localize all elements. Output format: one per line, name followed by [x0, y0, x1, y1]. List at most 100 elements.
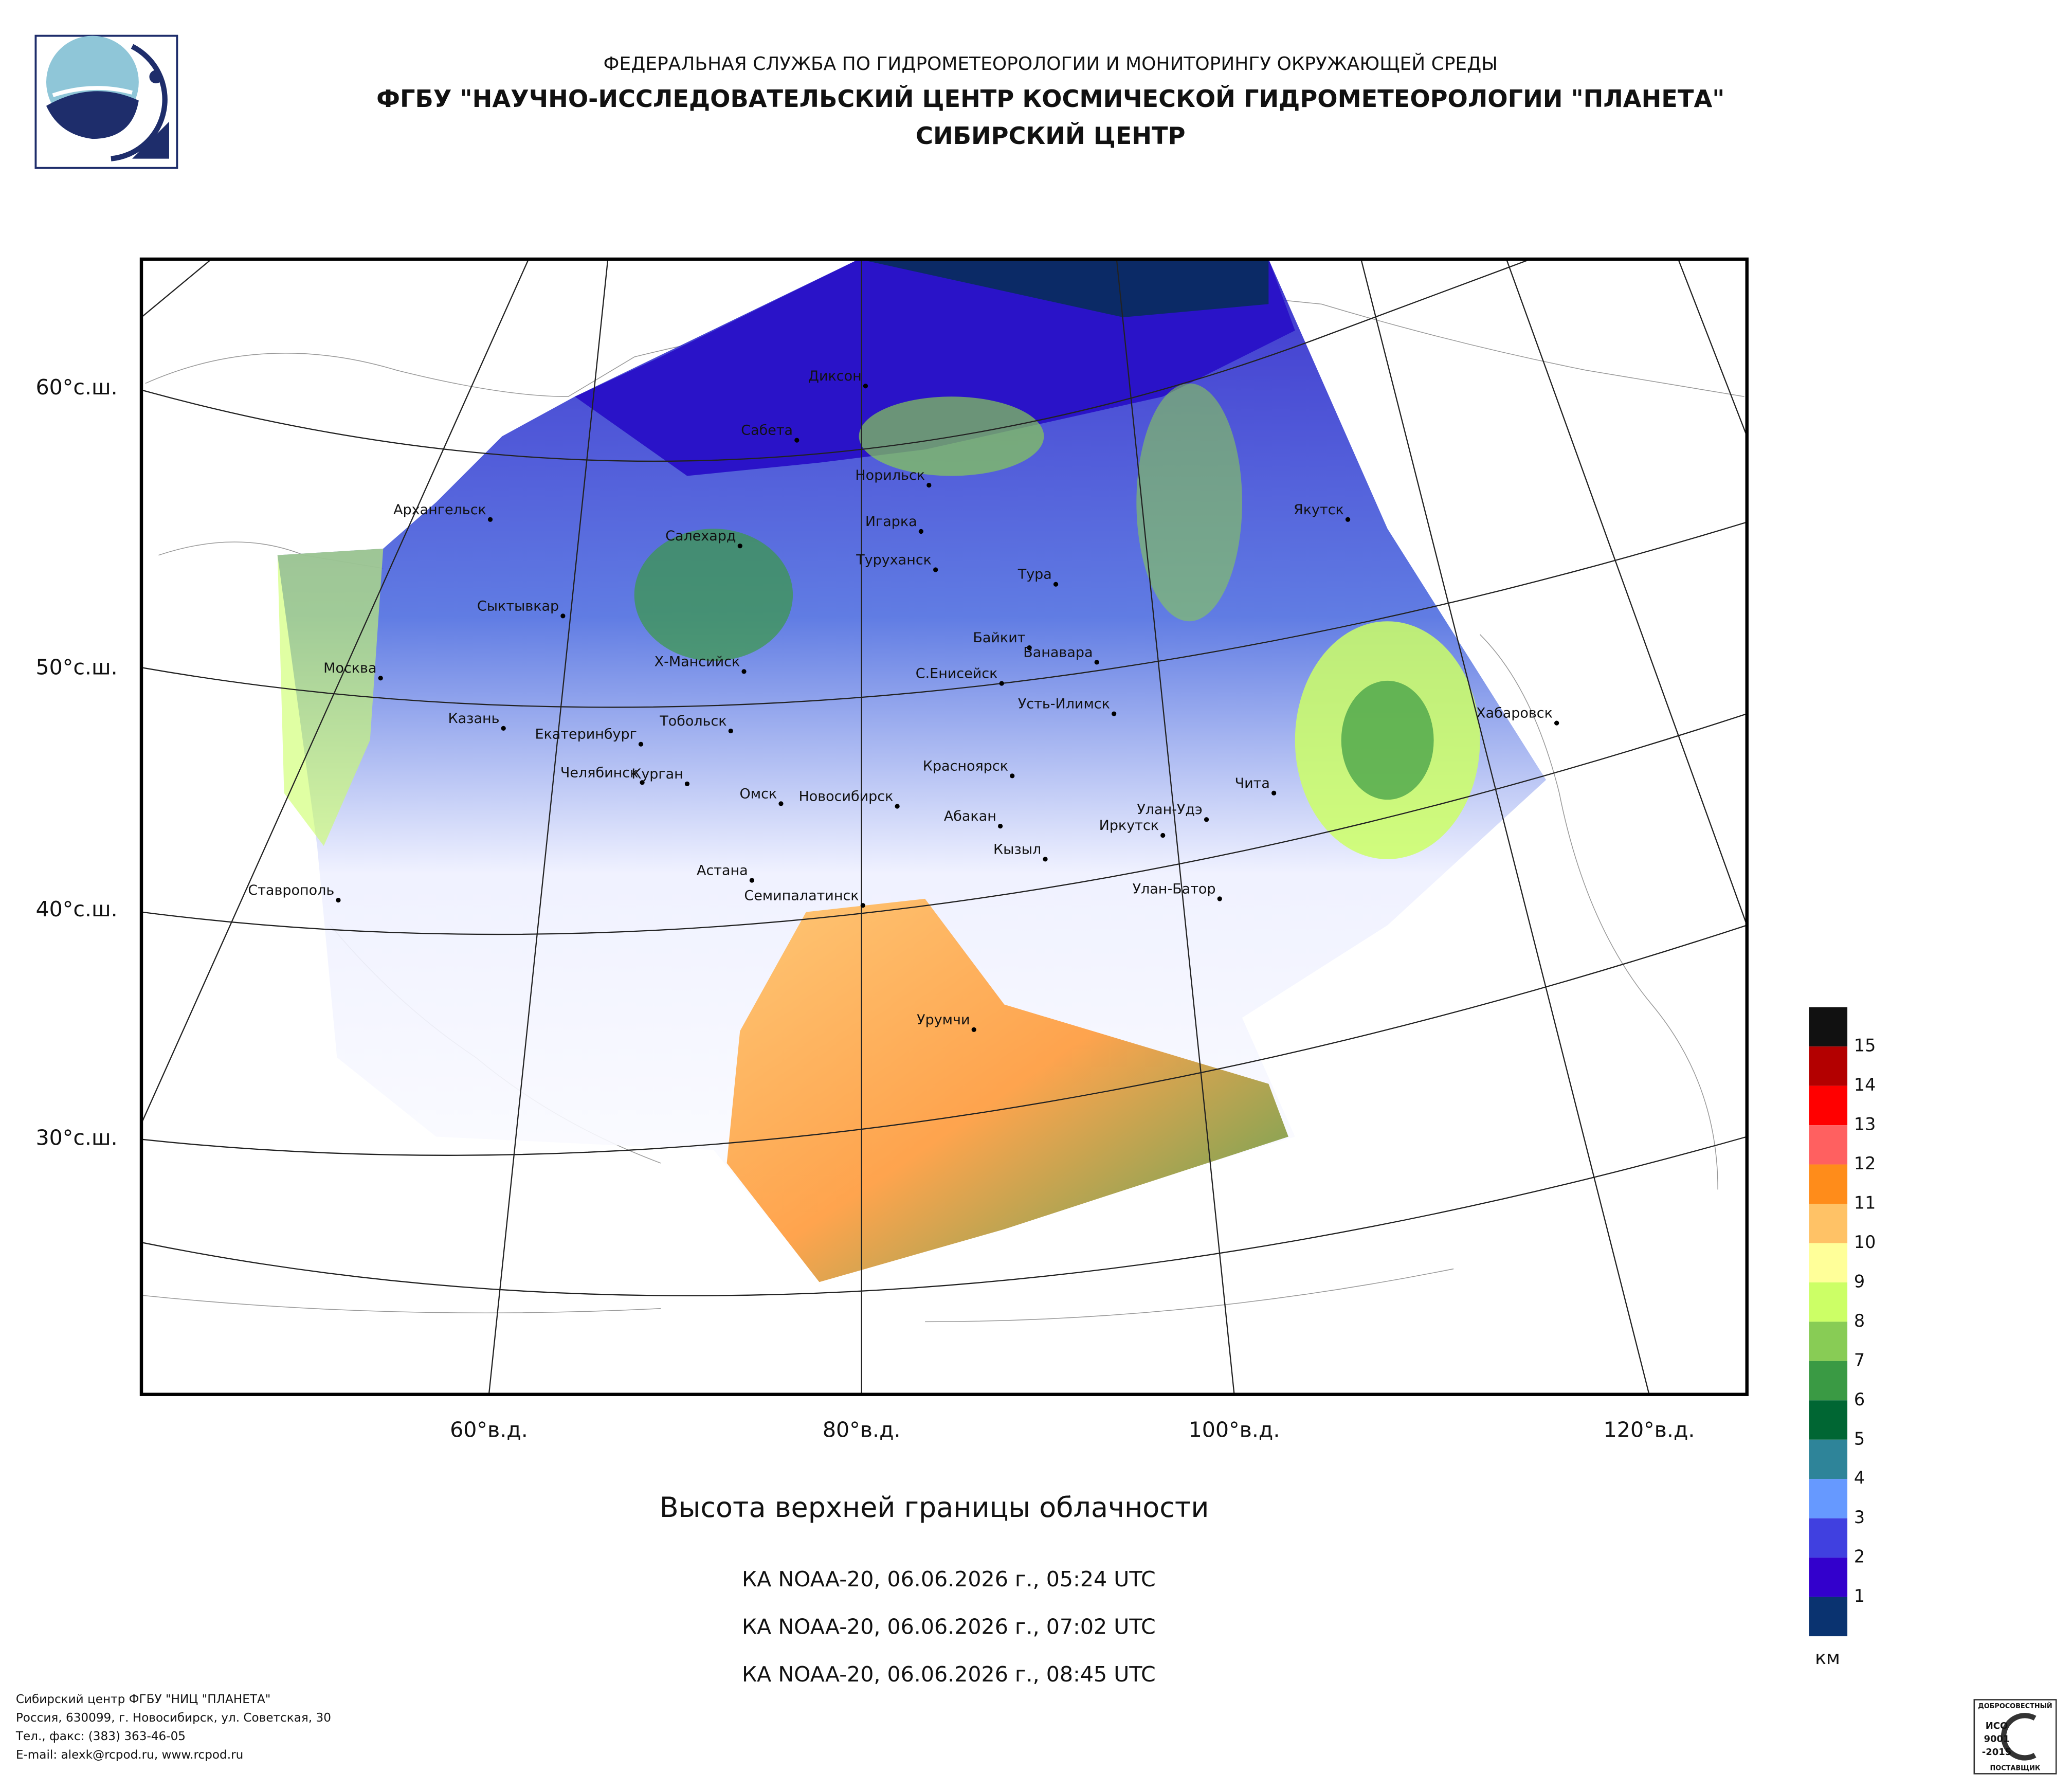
- city-label: Игарка: [865, 514, 917, 530]
- city-dot: [918, 529, 924, 534]
- legend-swatch: [1809, 1361, 1848, 1401]
- city-dot: [1094, 660, 1099, 665]
- quality-badge: ДОБРОСОВЕСТНЫЙ ИСО 9001 -2015 ПОСТАВЩИК: [1973, 1699, 2057, 1775]
- parallel: [141, 713, 1747, 935]
- legend-swatch: [1809, 1439, 1848, 1479]
- city-dot: [1043, 857, 1048, 862]
- pass-line: КА NOAA-20, 06.06.2026 г., 05:24 UTC: [742, 1567, 1156, 1591]
- city-dot: [997, 823, 1003, 829]
- legend-label: 4: [1854, 1468, 1865, 1488]
- city-label: Курган: [631, 766, 683, 782]
- legend-swatch: [1809, 1479, 1848, 1518]
- latitude-label: 30°с.ш.: [35, 1126, 117, 1150]
- city-label: Сыктывкар: [477, 598, 559, 614]
- legend: 15 14 13 12 11 10 9 8 7 6 5 4 3 2 1 км: [1809, 1007, 1876, 1669]
- legend-label: 11: [1854, 1192, 1876, 1213]
- legend-label: 14: [1854, 1075, 1876, 1095]
- city-label: Улан-Батор: [1133, 881, 1216, 897]
- city-dot: [1027, 645, 1032, 650]
- badge-text: ДОБРОСОВЕСТНЫЙ: [1978, 1702, 2052, 1710]
- city-dot: [737, 544, 742, 549]
- city-dot: [1554, 720, 1559, 726]
- city-dot: [1160, 833, 1166, 838]
- city-label: Якутск: [1294, 502, 1344, 518]
- city-dot: [933, 567, 938, 572]
- city-dot: [895, 804, 900, 809]
- legend-label: 5: [1854, 1428, 1865, 1449]
- pass-line: КА NOAA-20, 06.06.2026 г., 08:45 UTC: [742, 1662, 1156, 1687]
- city-dot: [971, 1027, 976, 1032]
- city-dot: [1010, 773, 1015, 779]
- city-label: Ванавара: [1023, 644, 1093, 660]
- footer-line: E-mail: alexk@rcpod.ru, www.rcpod.ru: [16, 1748, 243, 1762]
- city-dot: [487, 517, 493, 522]
- header-agency: ФЕДЕРАЛЬНАЯ СЛУЖБА ПО ГИДРОМЕТЕОРОЛОГИИ …: [604, 53, 1498, 75]
- city-dot: [778, 801, 784, 806]
- city-dot: [863, 384, 868, 389]
- city-label: Новосибирск: [798, 789, 893, 805]
- city-label: Тобольск: [659, 713, 726, 729]
- parallel: [141, 521, 1747, 708]
- parallel: [141, 259, 1533, 462]
- city-dot: [728, 728, 733, 734]
- map-frame: [139, 257, 1749, 1396]
- longitude-label: 100°в.д.: [1189, 1418, 1280, 1442]
- legend-swatch: [1809, 1125, 1848, 1165]
- longitude-label: 60°в.д.: [450, 1418, 528, 1442]
- legend-swatch: [1809, 1243, 1848, 1282]
- city-dot: [999, 681, 1004, 686]
- legend-swatch: [1809, 1282, 1848, 1322]
- pass-list: КА NOAA-20, 06.06.2026 г., 05:24 UTC КА N…: [742, 1567, 1156, 1687]
- meridian: [1505, 259, 1747, 926]
- meridian: [1360, 259, 1650, 1395]
- legend-swatch: [1809, 1086, 1848, 1126]
- legend-label: 12: [1854, 1153, 1876, 1173]
- city-label: Сабета: [741, 423, 793, 439]
- city-dot: [1112, 711, 1117, 716]
- city-dot: [860, 903, 865, 908]
- city-label: Архангельск: [393, 502, 486, 518]
- header-branch: СИБИРСКИЙ ЦЕНТР: [916, 122, 1185, 150]
- city-label: Урумчи: [917, 1012, 970, 1028]
- city-label: Астана: [697, 862, 748, 878]
- legend-swatch: [1809, 1046, 1848, 1086]
- header-center: ФГБУ "НАУЧНО-ИССЛЕДОВАТЕЛЬСКИЙ ЦЕНТР КОС…: [376, 85, 1724, 113]
- meridian: [1116, 259, 1235, 1395]
- legend-unit: км: [1815, 1648, 1840, 1669]
- legend-swatch: [1809, 1007, 1848, 1047]
- latitude-label: 40°с.ш.: [35, 897, 117, 921]
- badge-text: 9001: [1984, 1734, 2009, 1745]
- footer-line: Россия, 630099, г. Новосибирск, ул. Сове…: [16, 1711, 331, 1725]
- axis-labels: 60°с.ш. 50°с.ш. 40°с.ш. 30°с.ш. 60°в.д. 80°в.…: [35, 375, 1695, 1442]
- footer: Сибирский центр ФГБУ "НИЦ "ПЛАНЕТА" Росси…: [15, 1693, 331, 1762]
- city-dot: [1345, 517, 1351, 522]
- city-dot: [1217, 896, 1222, 901]
- city-label: Норильск: [855, 467, 925, 483]
- city-label: Диксон: [808, 368, 862, 384]
- city-label: Тура: [1017, 567, 1052, 583]
- city-label: Омск: [740, 786, 777, 802]
- city-label: Улан-Удэ: [1137, 802, 1202, 818]
- legend-label: 6: [1854, 1389, 1865, 1409]
- badge-text: -2015: [1982, 1747, 2012, 1758]
- badge-text: ПОСТАВЩИК: [1990, 1765, 2041, 1772]
- city-label: Усть-Илимск: [1018, 696, 1110, 712]
- city-dot: [378, 676, 383, 681]
- legend-label: 2: [1854, 1547, 1865, 1567]
- meridian: [1678, 259, 1747, 437]
- city-dot: [336, 897, 341, 903]
- city-label: Салехард: [665, 528, 736, 544]
- footer-line: Сибирский центр ФГБУ "НИЦ "ПЛАНЕТА": [16, 1693, 271, 1706]
- legend-swatch: [1809, 1558, 1848, 1597]
- legend-label: 3: [1854, 1507, 1865, 1527]
- legend-swatch: [1809, 1597, 1848, 1637]
- city-label: Х-Мансийск: [655, 654, 740, 670]
- pass-line: КА NOAA-20, 06.06.2026 г., 07:02 UTC: [742, 1615, 1156, 1639]
- city-label: Екатеринбург: [535, 727, 637, 743]
- badge-text: ИСО: [1986, 1721, 2008, 1731]
- legend-swatch: [1809, 1518, 1848, 1558]
- latitude-label: 60°с.ш.: [35, 375, 117, 400]
- city-dot: [684, 781, 690, 786]
